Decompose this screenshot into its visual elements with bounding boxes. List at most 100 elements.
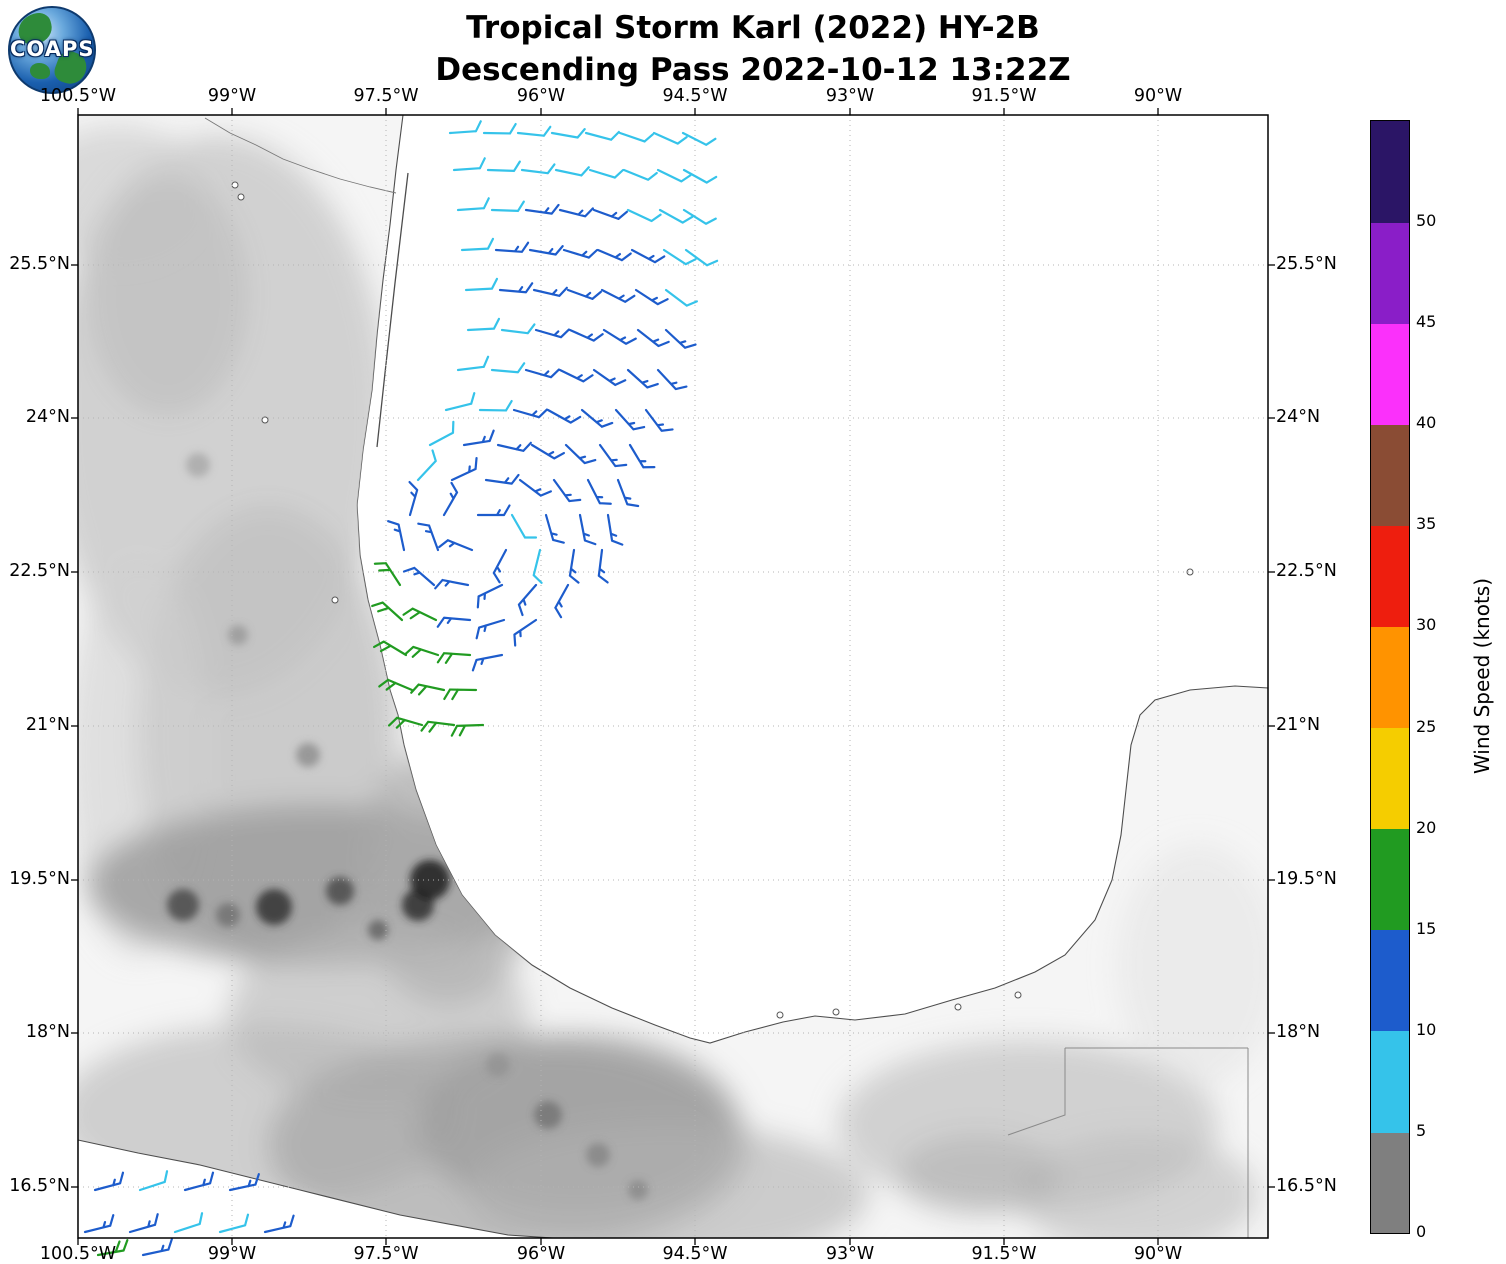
wind-barb — [530, 443, 565, 460]
colorbar-tick-label: 10 — [1416, 1019, 1437, 1039]
wind-barb — [592, 208, 628, 220]
lon-label-top: 91.5°W — [971, 86, 1037, 106]
wind-barb — [93, 1171, 125, 1192]
lon-label-top: 97.5°W — [353, 86, 419, 106]
wind-barb — [513, 618, 538, 647]
wind-barb — [496, 441, 532, 452]
wind-barb — [550, 128, 586, 139]
colorbar-segment-25-30 — [1371, 626, 1409, 729]
coaps-logo: COAPS — [8, 6, 96, 94]
islet — [832, 1008, 840, 1016]
colorbar — [1370, 120, 1410, 1234]
map-svg — [71, 108, 1275, 1257]
wind-barb — [464, 277, 499, 292]
lon-label-bottom: 100.5°W — [39, 1244, 117, 1264]
colorbar-segment-5-10 — [1371, 1030, 1409, 1133]
lon-label-bottom: 90°W — [1133, 1244, 1183, 1264]
wind-barb — [664, 288, 698, 307]
islet — [776, 1011, 784, 1019]
lon-label-bottom: 97.5°W — [353, 1244, 419, 1264]
wind-barb — [532, 286, 568, 297]
wind-barb — [558, 207, 594, 218]
lat-label-left: 16.5°N — [9, 1176, 70, 1196]
map-area — [71, 108, 1275, 1257]
wind-barb — [656, 368, 688, 391]
wind-barb — [448, 120, 482, 135]
colorbar-tick-label: 50 — [1416, 211, 1437, 231]
wind-barb — [568, 328, 604, 342]
colorbar-segment-30-35 — [1371, 525, 1409, 628]
wind-barb — [218, 1213, 250, 1234]
wind-barb — [644, 408, 674, 432]
colorbar-segment-20-25 — [1371, 727, 1409, 830]
wind-barb — [682, 168, 718, 184]
wind-barb — [562, 248, 599, 259]
colorbar-segment-35-40 — [1371, 424, 1409, 526]
wind-barb — [408, 481, 419, 517]
plot-title-line1: Tropical Storm Karl (2022) HY-2B — [466, 10, 1040, 46]
lat-label-left: 21°N — [25, 715, 70, 735]
wind-barb — [554, 166, 590, 177]
wind-barb — [600, 288, 636, 303]
wind-barb — [566, 288, 602, 300]
lon-label-bottom: 99°W — [207, 1244, 257, 1264]
lon-label-top: 90°W — [1133, 86, 1183, 106]
wind-barb — [436, 616, 472, 628]
wind-barb — [520, 163, 556, 175]
wind-barb — [490, 362, 526, 374]
wind-barb — [597, 548, 609, 584]
wind-barb — [626, 368, 659, 389]
wind-barb — [662, 248, 697, 266]
lat-label-right: 16.5°N — [1276, 1176, 1337, 1196]
lon-label-bottom: 96°W — [516, 1244, 566, 1264]
lon-label-top: 99°W — [207, 86, 257, 106]
wind-barb — [524, 203, 560, 215]
wind-barb — [388, 716, 424, 729]
colorbar-tick-label: 5 — [1416, 1120, 1427, 1140]
wind-barb — [568, 548, 580, 584]
lat-label-right: 18°N — [1276, 1022, 1321, 1042]
islet — [1014, 991, 1022, 999]
wind-barb — [532, 548, 543, 584]
colorbar-tick-label: 35 — [1416, 514, 1437, 534]
wind-barb — [636, 328, 670, 348]
wind-barb — [664, 328, 697, 349]
rio-grande-river — [204, 117, 397, 194]
wind-barb — [373, 640, 408, 657]
lat-label-left: 22.5°N — [9, 561, 70, 581]
lat-label-right: 24°N — [1276, 407, 1321, 427]
wind-barb — [444, 392, 476, 412]
wind-barb — [558, 368, 594, 383]
wind-barb — [476, 583, 504, 609]
wind-barb — [494, 241, 530, 253]
lat-label-left: 24°N — [25, 407, 70, 427]
colorbar-tick-label: 45 — [1416, 312, 1437, 332]
lat-label-right: 25.5°N — [1276, 254, 1337, 274]
political-border — [1007, 1048, 1066, 1136]
wind-barb — [518, 478, 552, 497]
wind-barb — [616, 478, 640, 508]
lat-label-left: 19.5°N — [9, 869, 70, 889]
colorbar-tick-label: 30 — [1416, 615, 1437, 635]
wind-barb — [516, 125, 552, 137]
wind-barb — [417, 522, 440, 552]
colorbar-tick-label: 0 — [1416, 1222, 1427, 1241]
lon-label-top: 96°W — [516, 86, 566, 106]
wind-barb — [83, 1214, 115, 1234]
pacific-coastline — [77, 1139, 554, 1239]
wind-barb — [402, 566, 436, 587]
colorbar-segment-50-55 — [1371, 121, 1409, 223]
wind-barb — [450, 456, 478, 482]
wind-barb — [524, 368, 560, 379]
wind-barb — [410, 683, 446, 696]
wind-barb — [564, 443, 597, 465]
map-frame — [77, 114, 1269, 1239]
wind-barb — [500, 323, 536, 335]
lon-label-bottom: 94.5°W — [662, 1244, 728, 1264]
wind-barb — [652, 131, 688, 145]
wind-barb — [263, 1214, 295, 1234]
lon-label-bottom: 93°W — [825, 1244, 875, 1264]
globe-continent-icon — [30, 63, 50, 79]
wind-barb — [614, 408, 646, 431]
wind-barb — [466, 317, 501, 332]
